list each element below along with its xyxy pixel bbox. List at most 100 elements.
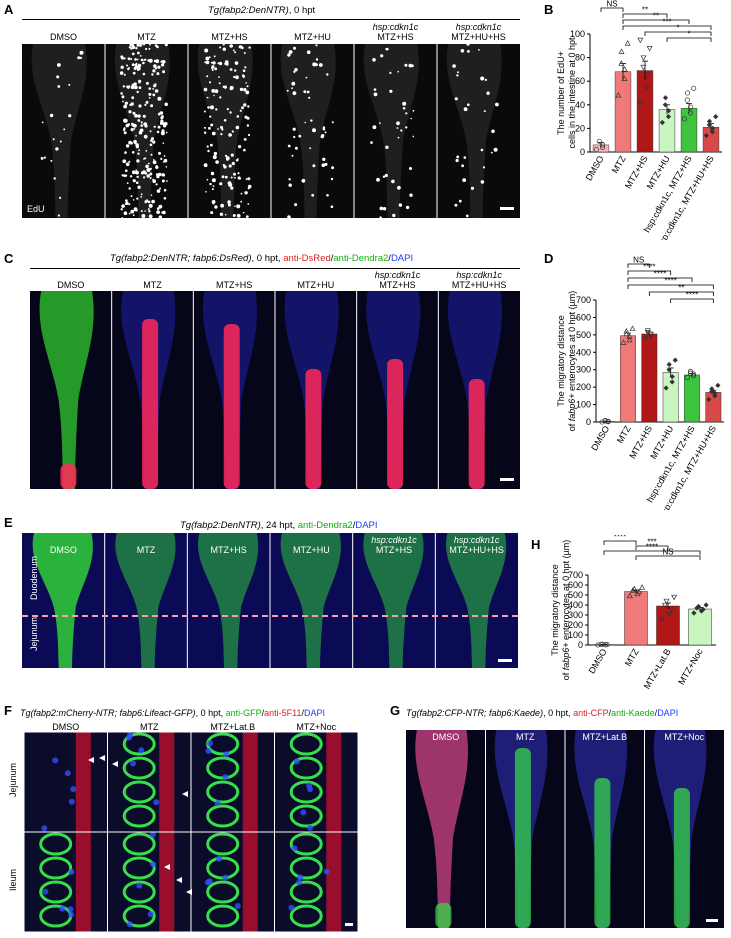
edu-nucleus (288, 50, 293, 54)
edu-nucleus (294, 146, 298, 150)
edu-nucleus (148, 92, 152, 96)
enterocyte-membrane (39, 856, 73, 880)
significance-label: *** (647, 538, 656, 547)
dapi-nucleus (204, 879, 211, 886)
column-label-treatment: MTZ (137, 32, 156, 42)
edu-nucleus (225, 62, 229, 66)
edu-nucleus (151, 137, 154, 141)
y-tick-label: 400 (568, 600, 583, 610)
edu-nucleus (140, 196, 143, 198)
data-point (626, 592, 633, 599)
data-point (691, 371, 697, 377)
enterocyte-membrane (289, 804, 323, 828)
data-point (668, 606, 675, 613)
edu-nucleus (156, 210, 161, 215)
data-point (695, 603, 702, 610)
panel-f-title: Tg(fabp2:mCherry-NTR; fabp6:Lifeact-GFP)… (20, 708, 325, 718)
edu-nucleus (134, 58, 137, 61)
y-tick-label: 400 (576, 347, 591, 357)
edu-nucleus (376, 177, 380, 182)
y-tick-label: 700 (568, 570, 583, 580)
panel-e-title: Tg(fabp2:DenNTR), 24 hpt, anti-Dendra2/D… (180, 520, 378, 531)
category-label: MTZ+Lat.B (642, 647, 673, 691)
kaede-enterocytes (514, 748, 531, 928)
edu-nucleus (133, 128, 136, 130)
enterocyte-membrane (206, 904, 240, 928)
edu-nucleus (133, 142, 136, 145)
edu-nucleus (136, 175, 139, 179)
panel-g-title: Tg(fabp2:CFP-NTR; fabp6:Kaede), 0 hpt, a… (406, 708, 678, 718)
y-tick-label: 500 (568, 590, 583, 600)
edu-nucleus (53, 177, 56, 180)
panel-g-image-strip: DMSO MTZ MTZ+Lat.B MTZ+Noc (406, 730, 724, 928)
enterocyte-membrane (206, 804, 240, 828)
dapi-nucleus (306, 782, 313, 789)
edu-nucleus (142, 44, 146, 46)
edu-nucleus (122, 159, 127, 164)
edu-nucleus (221, 175, 225, 179)
panel-c-title-dsred: anti-DsRed (283, 253, 331, 264)
enterocyte-membrane (289, 904, 323, 928)
edu-nucleus (234, 205, 236, 207)
panel-f-title-main: Tg(fabp2:mCherry-NTR; fabp6:Lifeact-GFP) (20, 708, 196, 718)
edu-nucleus (322, 126, 326, 129)
gut-tissue (280, 533, 341, 668)
smooth-muscle-band (326, 732, 342, 832)
edu-nucleus (210, 61, 213, 64)
edu-nucleus (294, 68, 298, 72)
panel-g-title-mid: , 0 hpt, (543, 708, 574, 718)
data-point (637, 37, 644, 44)
column-label-genotype (112, 270, 194, 280)
edu-nucleus (140, 58, 144, 62)
edu-nucleus (157, 65, 161, 69)
smooth-muscle-band (159, 732, 175, 832)
edu-nucleus (310, 119, 313, 122)
edu-nucleus (121, 174, 124, 177)
edu-nucleus (121, 204, 125, 208)
y-axis-label-italic: fabp6+ (561, 642, 571, 670)
edu-nucleus (465, 214, 469, 218)
edu-nucleus (217, 128, 219, 130)
panel-a-title-rest: , 0 hpt (288, 5, 316, 16)
edu-nucleus (210, 123, 214, 127)
significance-label: **** (614, 535, 626, 542)
edu-nucleus (286, 89, 289, 92)
edu-nucleus (135, 143, 139, 147)
edu-nucleus (224, 154, 228, 158)
edu-nucleus (209, 182, 212, 186)
edu-nucleus (220, 125, 223, 129)
edu-nucleus (162, 122, 166, 126)
edu-nucleus (156, 207, 160, 210)
edu-nucleus (210, 171, 215, 176)
column-label: MTZ (486, 732, 566, 742)
column-label-genotype (187, 535, 270, 545)
edu-nucleus (293, 46, 296, 50)
edu-nucleus (165, 166, 168, 168)
y-axis-label: The number of EdU+cells in the intestine… (556, 37, 577, 149)
data-point (665, 114, 672, 120)
edu-nucleus (466, 44, 470, 46)
data-point (684, 90, 691, 96)
edu-nucleus (135, 170, 139, 175)
enterocyte-membrane (206, 880, 240, 904)
edu-nucleus (480, 148, 484, 152)
edu-nucleus (452, 64, 456, 68)
edu-nucleus (140, 210, 143, 213)
edu-nucleus (227, 200, 231, 204)
edu-nucleus (128, 46, 132, 49)
edu-nucleus (214, 205, 218, 209)
gut-tissue (445, 533, 507, 668)
category-label: MTZ+Noc (676, 647, 705, 687)
y-axis-label-line1: The number of EdU+ (556, 51, 566, 135)
edu-nucleus (123, 131, 127, 135)
data-point (618, 48, 625, 54)
edu-nucleus (244, 115, 248, 119)
enterocyte-membrane (122, 832, 156, 856)
edu-nucleus (230, 134, 233, 136)
data-point (615, 92, 622, 98)
gut-tissue (32, 533, 93, 668)
significance-label: ** (678, 284, 684, 293)
edu-nucleus (246, 124, 250, 127)
edu-nucleus (144, 157, 147, 160)
